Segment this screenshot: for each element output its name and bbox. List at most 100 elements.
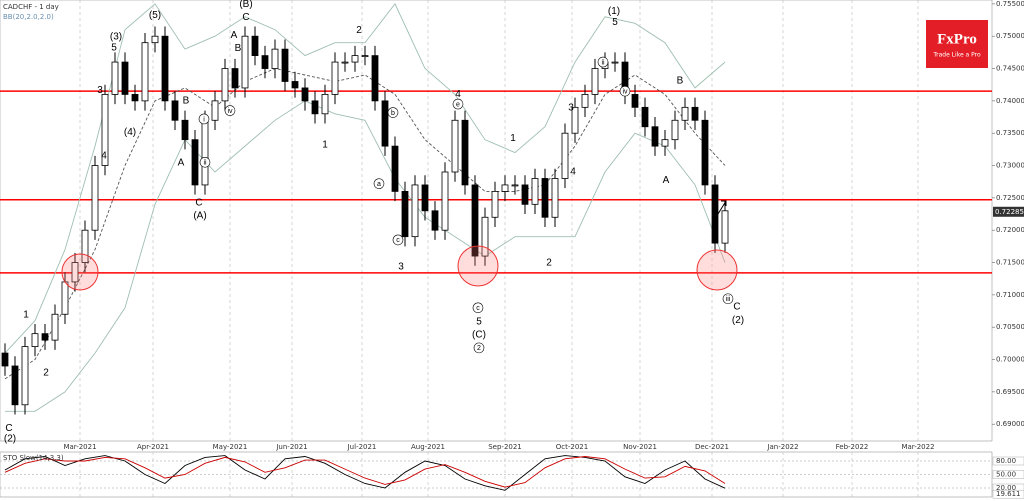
candle-body [461, 119, 469, 186]
wave-label: 2 [477, 345, 481, 352]
x-tick-label: Mar-2021 [63, 443, 96, 451]
candle-body [21, 346, 29, 406]
wave-label: B [183, 95, 190, 106]
candle-body [231, 68, 239, 89]
logo-tagline: Trade Like a Pro [932, 52, 981, 59]
stoch-title: STO Slow(14,3,3) [3, 454, 64, 462]
x-tick-label: Feb-2022 [836, 443, 869, 451]
candle-body [701, 119, 709, 186]
wave-label: 1 [322, 139, 328, 150]
candle-body [271, 48, 279, 69]
y-tick-label: 0.75000 [996, 32, 1024, 40]
candle-body [151, 35, 159, 44]
wave-label: A [231, 30, 238, 41]
candle-body [31, 333, 39, 347]
y-tick-label: 0.74000 [996, 97, 1024, 105]
candle-body [311, 100, 319, 115]
y-tick-label: 0.69000 [996, 420, 1024, 428]
candle-body [171, 100, 179, 121]
wave-label: 3 [568, 102, 574, 113]
x-tick-label: Nov-2021 [623, 443, 657, 451]
candle-body [381, 100, 389, 147]
last-value-box [992, 489, 1024, 499]
main-series: 0.72285BC(2)1234(3)5(4)(5)ABC(A)AB(B)C12… [0, 0, 1024, 445]
candle-body [211, 100, 219, 121]
candle-body [181, 119, 189, 141]
candle-body [81, 229, 89, 263]
candle-body [251, 35, 259, 57]
y-tick-label: 0.71000 [996, 291, 1024, 299]
annotation-circle [722, 293, 734, 305]
candle-body [641, 106, 649, 128]
wave-label: 4 [101, 150, 107, 161]
candle-body [501, 184, 509, 192]
x-tick-label: Aug-2021 [411, 443, 445, 451]
candle-body [491, 191, 499, 218]
candle-body [41, 333, 49, 341]
wave-label: (2) [732, 315, 744, 326]
candle-body [451, 119, 459, 173]
candle-body [91, 165, 99, 231]
logo: FxPro Trade Like a Pro [926, 20, 988, 68]
wave-label: (3) [110, 31, 122, 42]
candle-body [531, 178, 539, 205]
wave-label: iv [227, 108, 233, 115]
wave-label: (A) [193, 210, 206, 221]
wave-label: iii [726, 296, 731, 303]
wave-label: 2 [356, 25, 362, 36]
y-tick-label: 0.73500 [996, 129, 1024, 137]
candle-body [431, 210, 439, 231]
candle-body [481, 216, 489, 257]
candle-body [51, 313, 59, 341]
chart-title: CADCHF - 1 day [3, 3, 59, 11]
y-tick-label: 0.71500 [996, 259, 1024, 267]
annotation-circle [392, 234, 404, 246]
candle-body [101, 94, 109, 166]
x-tick-label: Jun-2021 [275, 443, 307, 451]
annotation-circle [473, 342, 485, 354]
wave-label: 4 [455, 89, 461, 100]
candle-body [691, 106, 699, 121]
series-line [5, 100, 726, 412]
candle-body [241, 35, 249, 89]
wave-label: B [2, 352, 9, 363]
candle-body [281, 48, 289, 82]
last-price-box [993, 206, 1024, 217]
annotation-circle [619, 85, 631, 97]
candle-body [711, 184, 719, 244]
wave-label: 5 [476, 317, 482, 328]
wave-label: C [242, 12, 249, 23]
candle-body [341, 61, 349, 64]
stoch-series: 20.00 50.00 80.00 19.611 [0, 455, 1024, 499]
annotation-circle [597, 56, 609, 68]
y-tick-label: 0.69500 [996, 388, 1024, 396]
wave-label: a [377, 181, 381, 188]
candle-body [221, 68, 229, 102]
wave-label: c [476, 305, 480, 312]
candle-body [681, 106, 689, 121]
annotation-circle [224, 105, 236, 116]
wave-label: C [733, 302, 740, 313]
candle-body [401, 191, 409, 238]
candle-body [441, 171, 449, 231]
y-tick-box [992, 456, 1024, 466]
candle-body [561, 132, 569, 179]
annotation-circle [472, 302, 484, 314]
wave-label: 2 [43, 368, 49, 379]
x-tick-label: Jan-2022 [766, 443, 798, 451]
candle-body [301, 87, 309, 102]
candle-body [511, 184, 519, 187]
highlight-circle [696, 249, 738, 291]
candle-body [541, 178, 549, 218]
wave-label: A [663, 175, 670, 186]
y-tick-box [992, 470, 1024, 479]
annotation-circle [373, 178, 385, 189]
wave-label: e [456, 101, 460, 108]
highlight-circle [457, 245, 499, 287]
candle-body [141, 42, 149, 102]
candle-body [331, 61, 339, 95]
wave-label: ii [203, 160, 207, 167]
candle-body [571, 106, 579, 134]
candle-body [651, 126, 659, 147]
y-tick-label: 0.73000 [996, 162, 1024, 170]
